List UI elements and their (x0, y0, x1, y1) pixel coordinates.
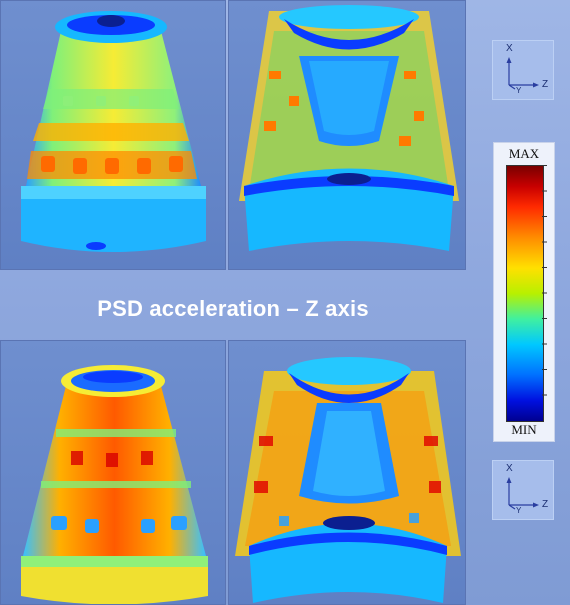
fem-contour-cone-top (21, 11, 206, 252)
fem-contour-cone-bottom (21, 365, 208, 604)
legend-color-scale (506, 165, 544, 422)
fem-contour-structure-bottom (235, 357, 461, 603)
axis-y-label: Y (516, 86, 522, 95)
legend-max-label: MAX (508, 146, 540, 161)
legend-min-label: MIN (511, 422, 537, 437)
viewport-bottom-left[interactable] (0, 340, 226, 605)
figure-caption: PSD acceleration – Z axis (97, 296, 369, 321)
axis-triad-top: X Y Z (492, 40, 554, 100)
axis-triad-bottom: X Y Z (492, 460, 554, 520)
axis-z-label: Z (542, 499, 549, 510)
axis-triad-icon (506, 477, 539, 510)
viewport-top-left[interactable] (0, 0, 226, 270)
axis-x-label: X (506, 463, 513, 474)
contour-color-legend: MAX MIN (493, 142, 555, 442)
axis-z-label: Z (542, 79, 549, 90)
axis-x-label: X (506, 43, 513, 54)
fem-contour-structure-top (239, 5, 459, 251)
viewport-top-right[interactable] (228, 0, 466, 270)
axis-y-label: Y (516, 506, 522, 515)
legend-ticks (542, 165, 547, 420)
viewport-bottom-right[interactable] (228, 340, 466, 605)
axis-triad-icon (506, 57, 539, 90)
